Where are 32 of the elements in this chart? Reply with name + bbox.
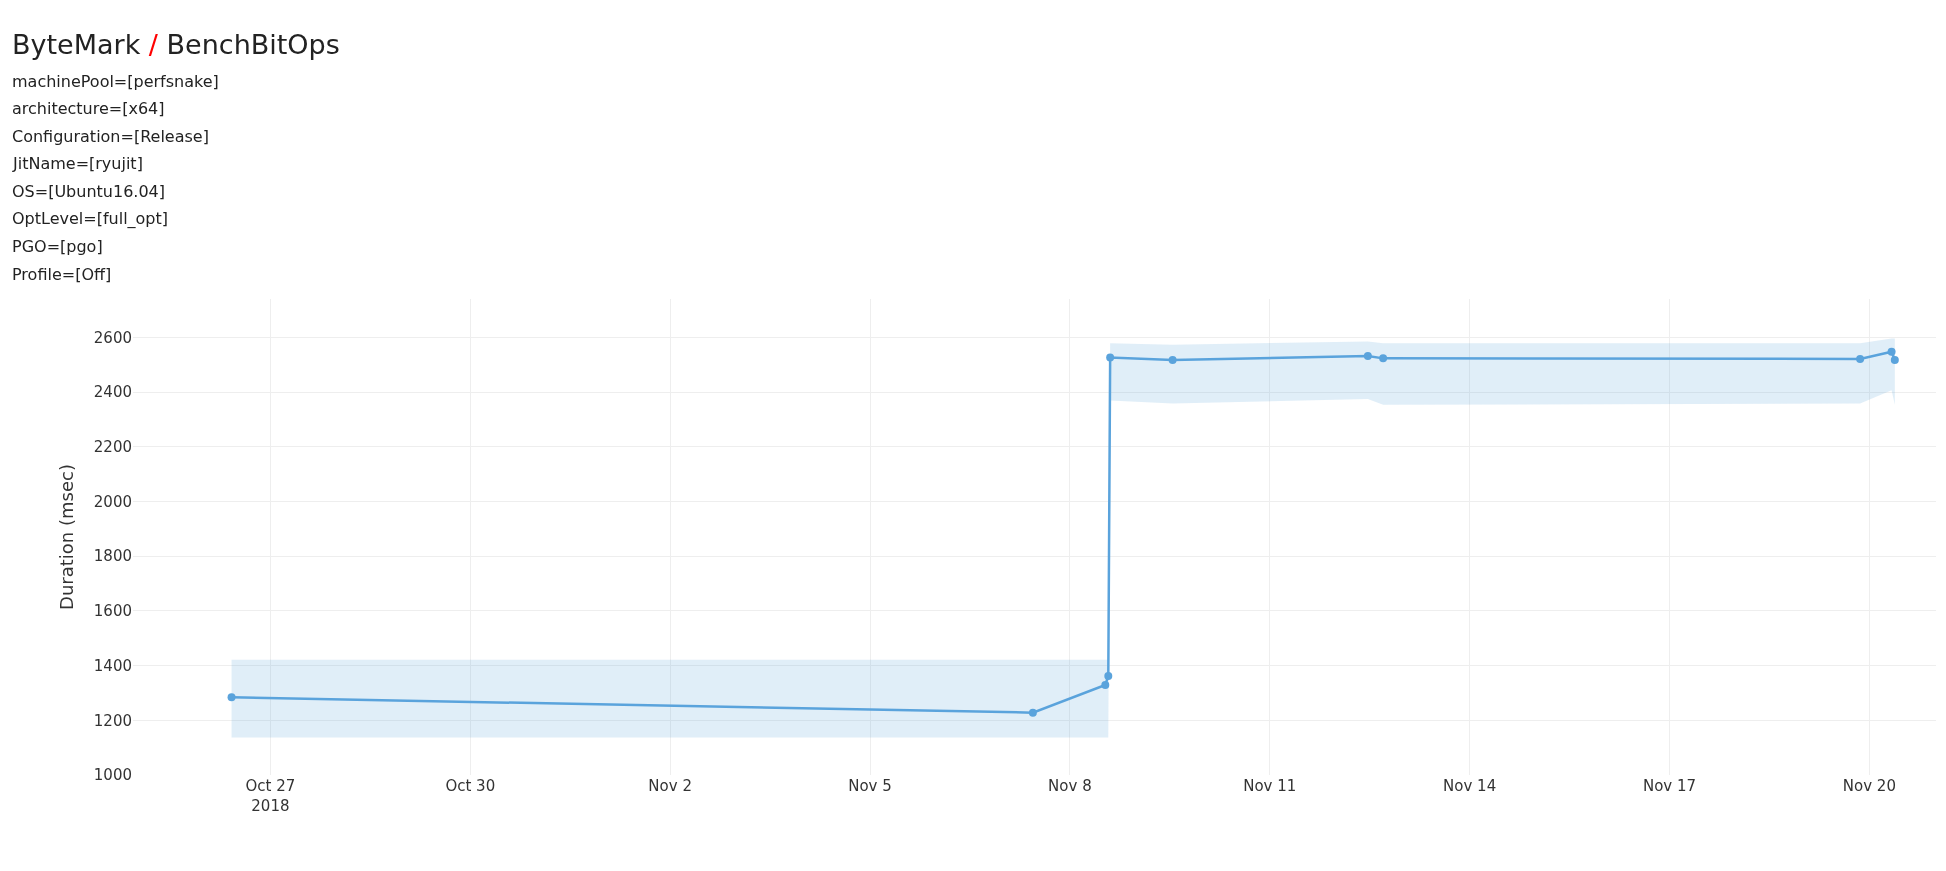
- point: [1168, 356, 1177, 364]
- point: [1856, 354, 1865, 363]
- x-tick-label: Nov 20: [1842, 777, 1896, 795]
- y-tick-label: 2600: [93, 328, 132, 347]
- point: [1887, 347, 1896, 356]
- y-tick-label: 2200: [93, 437, 132, 456]
- chart-title: ByteMark / BenchBitOps: [12, 29, 340, 60]
- chart-subtitle: machinePool=[perfsnake] architecture=[x64] Configuration=[Release] JitName=[ryujit] OS=[Ubuntu16.04] OptLevel=[full_opt] PGO=[pgo] Profile=[Off]: [12, 72, 219, 284]
- point: [1101, 681, 1110, 689]
- x-tick-label: Nov 17: [1642, 777, 1697, 795]
- x-tick-label: Nov 5: [848, 777, 892, 795]
- point: [1106, 353, 1115, 362]
- y-tick-label: 1200: [93, 711, 132, 730]
- point: [1890, 356, 1899, 364]
- point: [1028, 708, 1037, 717]
- y-tick-label: 2400: [93, 383, 132, 402]
- y-tick-label: 2000: [93, 492, 132, 511]
- y-axis-title: Duration (msec): [56, 464, 78, 610]
- x-tick-label: Nov 2: [648, 777, 692, 795]
- x-tick-label: Nov 14: [1443, 777, 1497, 795]
- y-tick-label: 1600: [93, 602, 132, 621]
- y-tick-label: 1800: [93, 547, 132, 566]
- y-tick-label: 1000: [93, 766, 132, 785]
- x-tick-label: Oct 27 2018: [245, 777, 296, 815]
- x-tick-label: Nov 8: [1048, 777, 1092, 795]
- point: [1104, 671, 1113, 680]
- y-tick-label: 1400: [93, 656, 132, 675]
- x-tick-label: Oct 30: [445, 777, 496, 795]
- point: [1379, 354, 1388, 363]
- x-tick-label: Nov 11: [1243, 777, 1297, 795]
- point: [1363, 351, 1372, 360]
- point: [227, 693, 236, 702]
